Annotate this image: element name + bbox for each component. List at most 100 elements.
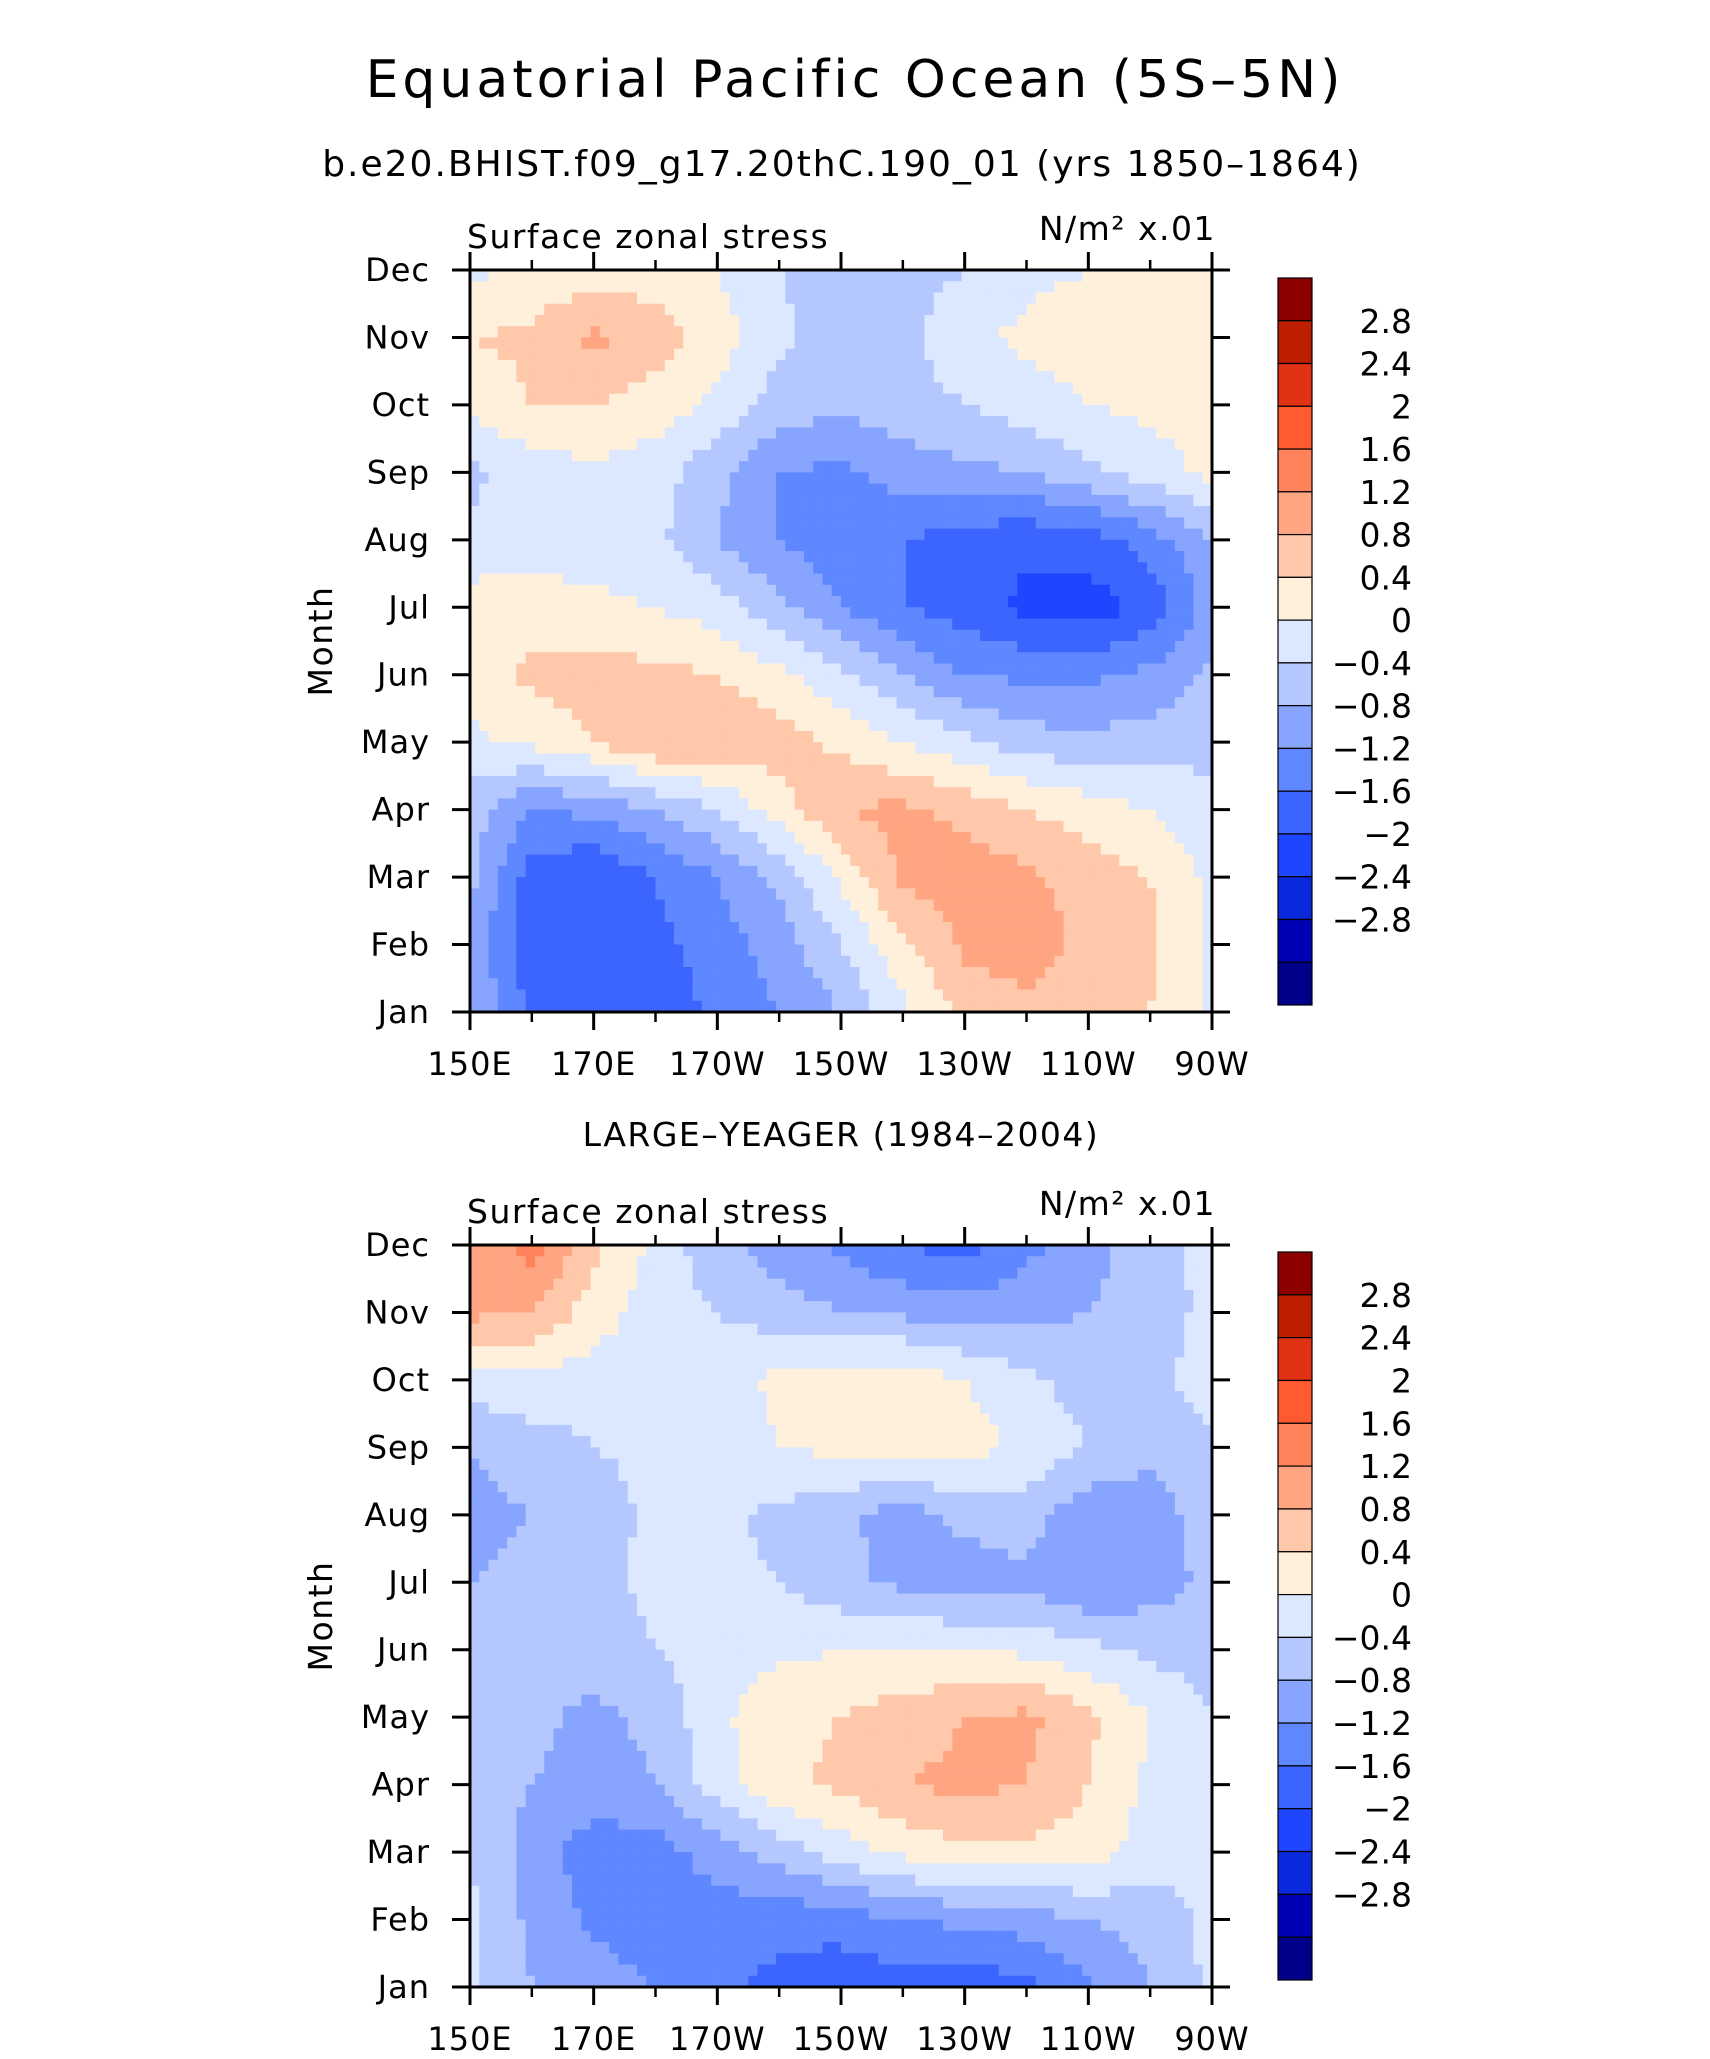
contour-cell [868,832,879,844]
contour-cell [1165,652,1176,665]
contour-cell [980,820,991,833]
contour-cell [1072,461,1083,473]
contour-cell [1054,809,1065,822]
contour-cell [961,314,972,327]
contour-cell [785,528,796,541]
contour-cell [1119,899,1130,912]
contour-cell [646,629,657,642]
contour-cell [952,337,963,350]
contour-cell [646,663,657,676]
contour-cell [1184,292,1195,305]
contour-cell [1165,539,1176,552]
contour-cell [952,303,963,316]
contour-cell [636,865,647,878]
contour-cell [970,438,981,451]
contour-cell [590,787,601,799]
contour-cell [497,685,508,698]
contour-cell [998,641,1009,653]
contour-cell [1128,753,1139,766]
contour-cell [1193,663,1204,676]
contour-cell [553,629,564,642]
contour-cell [572,910,582,923]
contour-cell [1091,404,1102,417]
contour-cell [822,899,833,912]
contour-cell [525,629,536,642]
contour-cell [785,472,796,485]
contour-cell [1007,584,1018,597]
contour-cell [1082,382,1093,395]
contour-cell [1174,798,1185,811]
contour-cell [841,449,851,462]
contour-cell [943,809,953,822]
contour-cell [488,472,499,485]
contour-cell [878,641,888,653]
contour-cell [655,438,666,451]
contour-cell [701,371,712,384]
contour-cell [627,809,638,822]
contour-cell [915,404,926,417]
contour-cell [1109,922,1120,934]
contour-cell [961,764,972,777]
contour-cell [1072,562,1083,575]
contour-cell [674,820,684,833]
contour-cell [841,348,851,361]
contour-cell [497,764,508,777]
contour-cell [878,708,888,721]
contour-cell [896,573,907,586]
contour-cell [1007,506,1018,518]
contour-cell [776,393,786,406]
contour-cell [572,359,582,372]
contour-cell [924,888,935,901]
contour-cell [878,955,888,968]
contour-cell [748,753,759,766]
contour-cell [943,562,953,575]
contour-cell [961,685,972,698]
contour-cell [924,719,935,732]
contour-cell [711,697,722,710]
contour-cell [1007,348,1018,361]
contour-cell [766,967,777,979]
contour-cell [701,506,712,518]
contour-cell [1063,517,1074,530]
contour-cell [1054,483,1065,496]
contour-cell [609,573,620,586]
contour-cell [470,629,480,642]
contour-cell [970,719,981,732]
contour-cell [785,449,796,462]
contour-cell [1156,427,1167,440]
contour-cell [488,281,499,294]
contour-cell [989,517,1000,530]
contour-cell [674,629,684,642]
contour-cell [961,719,972,732]
contour-cell [1174,674,1185,687]
contour-cell [1045,641,1055,653]
contour-cell [831,899,842,912]
contour-cell [711,809,722,822]
contour-cell [1193,697,1204,710]
contour-cell [924,663,935,676]
contour-cell [850,674,861,687]
contour-cell [1072,528,1083,541]
contour-cell [1184,730,1195,743]
contour-cell [1109,393,1120,406]
contour-cell [544,618,555,631]
contour-cell [627,528,638,541]
contour-cell [1193,719,1204,732]
contour-cell [544,775,555,788]
contour-cell [544,697,555,710]
contour-cell [711,337,722,350]
contour-cell [692,674,703,687]
contour-cell [516,393,527,406]
contour-cell [933,281,944,294]
contour-cell [943,472,953,485]
contour-cell [1035,629,1046,642]
contour-cell [497,270,508,282]
contour-cell [943,933,953,946]
contour-cell [1035,697,1046,710]
contour-cell [507,438,517,451]
contour-cell [980,888,991,901]
contour-cell [757,730,768,743]
contour-cell [534,888,545,901]
contour-cell [757,832,768,844]
contour-cell [516,551,527,563]
